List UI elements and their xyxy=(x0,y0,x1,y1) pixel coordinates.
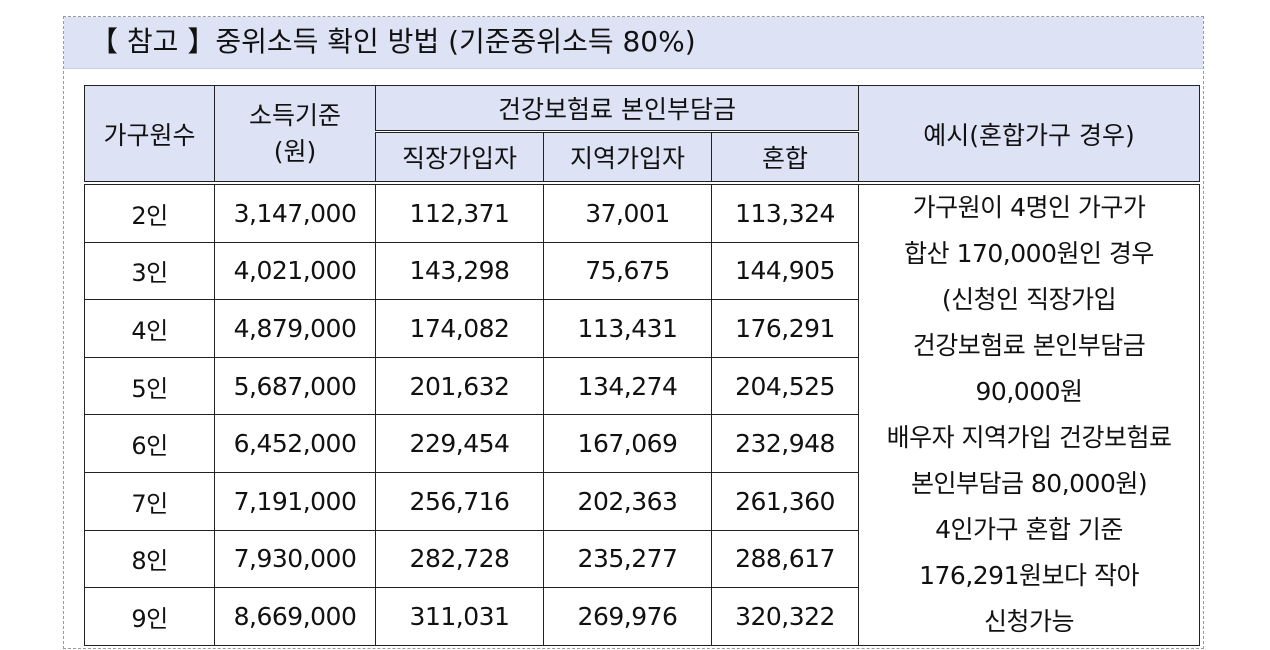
table-row: 4인 4,879,000 174,082 113,431 176,291 xyxy=(84,299,1200,358)
example-line: 건강보험료 본인부담금 xyxy=(912,331,1146,360)
title-bar: 【 참고 】중위소득 확인 방법 (기준중위소득 80%) xyxy=(64,17,1203,69)
cell-income: 7,191,000 xyxy=(214,472,376,531)
cell-regional: 269,976 xyxy=(543,587,712,646)
example-line: 배우자 지역가입 건강보험료 xyxy=(886,423,1172,452)
header-row-2: 직장가입자 지역가입자 혼합 xyxy=(85,131,1200,185)
cell-income: 4,879,000 xyxy=(214,299,376,358)
example-line: 본인부담금 80,000원) xyxy=(910,469,1148,498)
example-line: 4인가구 혼합 기준 xyxy=(935,515,1123,544)
table-row: 9인 8,669,000 311,031 269,976 320,322 xyxy=(84,587,1200,646)
cell-household-size: 4인 xyxy=(84,299,215,358)
cell-household-size: 7인 xyxy=(84,472,215,531)
cell-regional: 235,277 xyxy=(543,529,712,589)
cell-mixed: 176,291 xyxy=(710,299,860,358)
cell-household-size: 5인 xyxy=(84,356,215,416)
header-mixed: 혼합 xyxy=(710,131,860,185)
cell-income: 6,452,000 xyxy=(214,414,376,474)
cell-mixed: 320,322 xyxy=(710,587,860,646)
cell-employee: 112,371 xyxy=(375,182,544,243)
cell-employee: 201,632 xyxy=(375,356,544,416)
cell-income: 7,930,000 xyxy=(214,529,376,589)
header-regional: 지역가입자 xyxy=(543,131,712,185)
example-line: 합산 170,000원인 경우 xyxy=(904,239,1154,268)
cell-income: 5,687,000 xyxy=(214,356,376,416)
header-example: 예시(혼합가구 경우) xyxy=(858,85,1201,185)
cell-regional: 134,274 xyxy=(543,356,712,416)
cell-regional: 202,363 xyxy=(543,472,712,531)
header-row-1: 가구원수 소득기준 (원) 건강보험료 본인부담금 예시(혼합가구 경우) xyxy=(84,85,1201,185)
cell-mixed: 288,617 xyxy=(710,529,860,589)
cell-mixed: 144,905 xyxy=(710,241,860,301)
page-title: 【 참고 】중위소득 확인 방법 (기준중위소득 80%) xyxy=(90,25,696,58)
cell-regional: 113,431 xyxy=(543,299,712,358)
cell-regional: 75,675 xyxy=(543,241,712,301)
cell-regional: 167,069 xyxy=(543,414,712,474)
cell-regional: 37,001 xyxy=(543,182,712,243)
header-income-standard: 소득기준 (원) xyxy=(214,85,376,185)
cell-employee: 282,728 xyxy=(375,529,544,589)
cell-income: 3,147,000 xyxy=(214,182,376,243)
header-household-size: 가구원수 xyxy=(84,85,215,185)
header-insurance-group: 건강보험료 본인부담금 xyxy=(374,85,860,133)
cell-household-size: 3인 xyxy=(84,241,215,301)
cell-employee: 311,031 xyxy=(375,587,544,646)
example-line: 신청가능 xyxy=(984,607,1075,636)
table-row: 2인 3,147,000 112,371 37,001 113,324 가구원이… xyxy=(84,182,1201,646)
cell-mixed: 261,360 xyxy=(710,472,860,531)
table-row: 7인 7,191,000 256,716 202,363 261,360 xyxy=(84,472,1200,531)
example-line: 가구원이 4명인 가구가 xyxy=(912,193,1146,222)
cell-mixed: 232,948 xyxy=(710,414,860,474)
cell-income: 8,669,000 xyxy=(214,587,376,646)
cell-household-size: 8인 xyxy=(84,529,215,589)
cell-income: 4,021,000 xyxy=(214,241,376,301)
example-line: (신청인 직장가입 xyxy=(941,285,1117,314)
table-row: 6인 6,452,000 229,454 167,069 232,948 xyxy=(84,414,1200,474)
cell-household-size: 6인 xyxy=(84,414,215,474)
cell-employee: 256,716 xyxy=(375,472,544,531)
table-row: 5인 5,687,000 201,632 134,274 204,525 xyxy=(84,356,1200,416)
table-row: 3인 4,021,000 143,298 75,675 144,905 xyxy=(84,241,1200,301)
header-income-line1: 소득기준 xyxy=(248,100,341,130)
cell-mixed: 113,324 xyxy=(710,182,860,243)
cell-employee: 229,454 xyxy=(375,414,544,474)
cell-household-size: 9인 xyxy=(84,587,215,646)
cell-household-size: 2인 xyxy=(84,182,215,243)
header-employee: 직장가입자 xyxy=(375,131,544,185)
content-frame xyxy=(63,16,1204,649)
median-income-table: 가구원수 소득기준 (원) 건강보험료 본인부담금 예시(혼합가구 경우) 직장… xyxy=(84,85,1201,646)
example-cell: 가구원이 4명인 가구가 합산 170,000원인 경우 (신청인 직장가입 건… xyxy=(858,182,1201,646)
cell-employee: 174,082 xyxy=(375,299,544,358)
example-line: 176,291원보다 작아 xyxy=(919,561,1139,590)
cell-mixed: 204,525 xyxy=(710,356,860,416)
header-income-line2: (원) xyxy=(273,136,317,166)
cell-employee: 143,298 xyxy=(375,241,544,301)
example-line: 90,000원 xyxy=(975,377,1083,406)
